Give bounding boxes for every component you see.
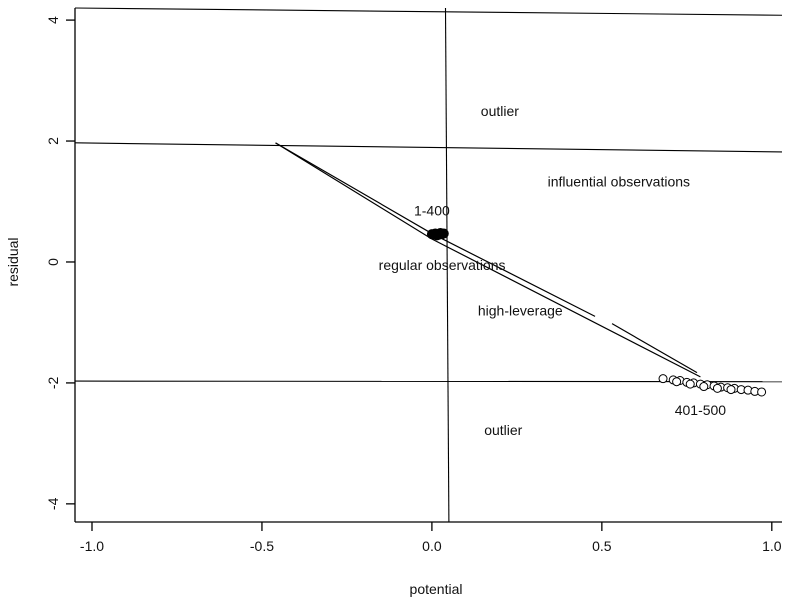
x-axis-title: potential [410, 581, 463, 597]
x-tick-label: -1.0 [80, 538, 104, 554]
annotation-label: outlier [484, 422, 522, 438]
annotation-label: high-leverage [478, 302, 563, 318]
data-points [426, 227, 767, 397]
hollow-point [712, 383, 722, 393]
region-labels: outlier influential observations 1-400 regu… [379, 103, 727, 438]
reference-lines [74, 7, 783, 523]
hollow-point [672, 377, 682, 387]
hollow-point [726, 385, 736, 395]
axes: -1.0 -0.5 0.0 0.5 1.0 4 2 0 -2 -4 [45, 8, 782, 554]
y-tick-label: -4 [45, 497, 61, 510]
annotation-label: influential observations [548, 174, 690, 190]
annotation-label: outlier [481, 103, 519, 119]
hollow-point [685, 379, 695, 389]
x-tick-label: 0.5 [592, 538, 612, 554]
filled-point [428, 229, 439, 240]
hollow-point [699, 382, 709, 392]
x-tick-label: -0.5 [250, 538, 274, 554]
x-tick-label: 1.0 [762, 538, 782, 554]
annotation-label: 1-400 [414, 203, 450, 219]
upper-path-dash-curve [611, 323, 698, 374]
annotation-label: regular observations [379, 257, 506, 273]
y-tick-label: 0 [45, 258, 61, 266]
y-tick-label: 2 [45, 137, 61, 145]
x-tick-label: 0.0 [422, 538, 442, 554]
y-axis-title: residual [5, 237, 21, 286]
hollow-point [658, 374, 668, 384]
filled-point [438, 228, 449, 239]
upper-residual-cutoff-line [74, 142, 783, 153]
hollow-point [757, 387, 767, 397]
y-tick-label: 4 [45, 16, 61, 24]
annotation-label: 401-500 [675, 402, 727, 418]
y-tick-label: -2 [45, 376, 61, 389]
upper-cutoff-line [74, 7, 783, 16]
potential-cutoff-line [444, 7, 450, 523]
